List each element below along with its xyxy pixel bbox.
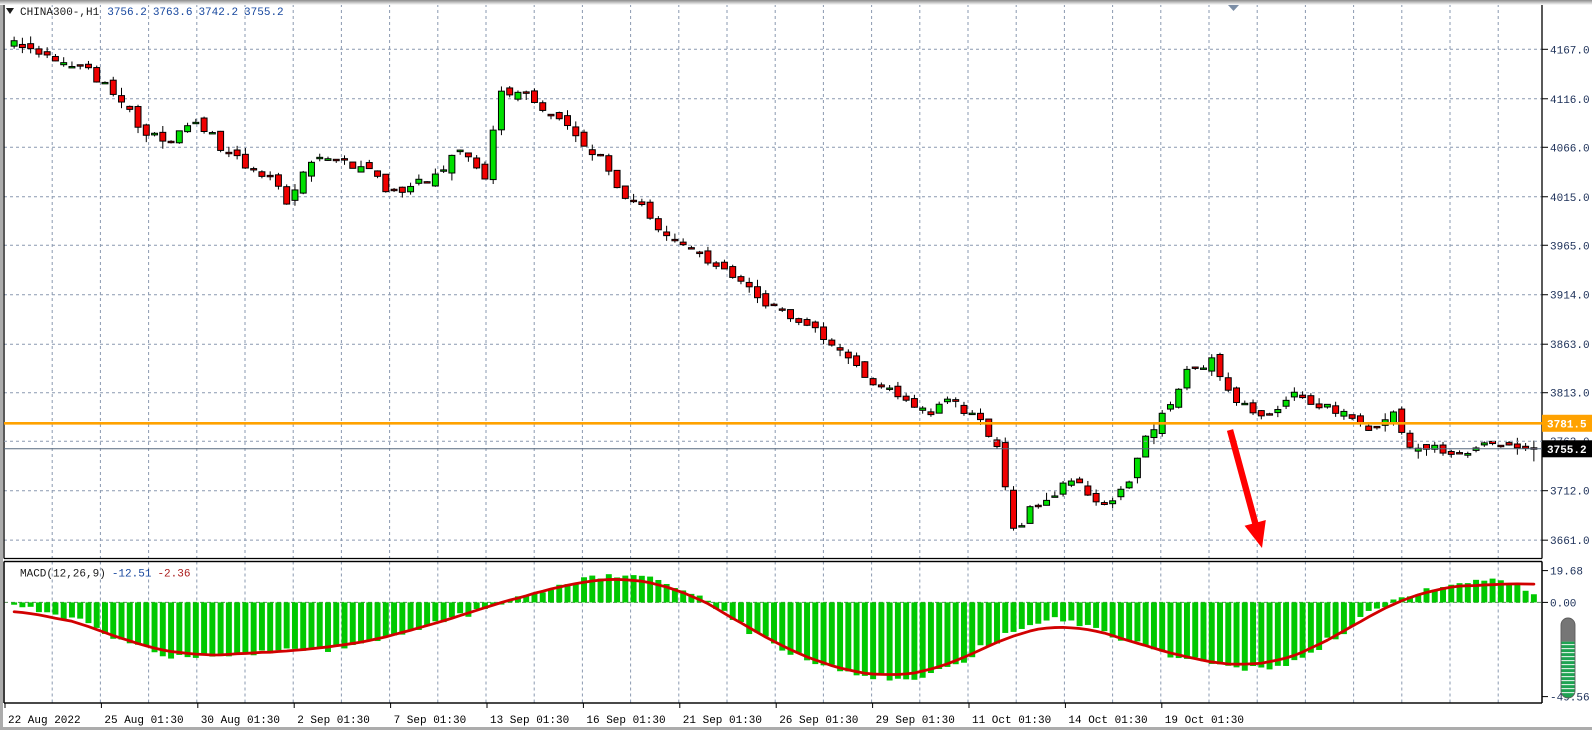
svg-text:25 Aug 01:30: 25 Aug 01:30 <box>104 715 183 727</box>
svg-text:3863.0: 3863.0 <box>1550 340 1590 352</box>
svg-text:3781.5: 3781.5 <box>1547 419 1587 431</box>
svg-text:13 Sep 01:30: 13 Sep 01:30 <box>490 715 569 727</box>
svg-text:22 Aug 2022: 22 Aug 2022 <box>8 715 81 727</box>
svg-text:MACD(12,26,9)-12.51-2.36: MACD(12,26,9) -12.51 -2.36 <box>20 569 190 581</box>
svg-text:4066.0: 4066.0 <box>1550 143 1590 155</box>
svg-text:7 Sep 01:30: 7 Sep 01:30 <box>394 715 467 727</box>
svg-text:26 Sep 01:30: 26 Sep 01:30 <box>779 715 858 727</box>
svg-text:3661.0: 3661.0 <box>1550 536 1590 548</box>
svg-text:21 Sep 01:30: 21 Sep 01:30 <box>683 715 762 727</box>
svg-text:19 Oct 01:30: 19 Oct 01:30 <box>1165 715 1244 727</box>
svg-text:0.00: 0.00 <box>1550 598 1576 610</box>
svg-text:3914.0: 3914.0 <box>1550 291 1590 303</box>
svg-text:3813.0: 3813.0 <box>1550 389 1590 401</box>
svg-text:14 Oct 01:30: 14 Oct 01:30 <box>1068 715 1147 727</box>
svg-text:11 Oct 01:30: 11 Oct 01:30 <box>972 715 1051 727</box>
svg-text:4015.0: 4015.0 <box>1550 193 1590 205</box>
svg-text:2 Sep 01:30: 2 Sep 01:30 <box>297 715 370 727</box>
svg-text:3755.2: 3755.2 <box>1547 445 1587 457</box>
svg-text:3712.0: 3712.0 <box>1550 487 1590 499</box>
svg-text:3965.0: 3965.0 <box>1550 241 1590 253</box>
svg-text:16 Sep 01:30: 16 Sep 01:30 <box>586 715 665 727</box>
svg-text:29 Sep 01:30: 29 Sep 01:30 <box>876 715 955 727</box>
svg-text:4167.0: 4167.0 <box>1550 45 1590 57</box>
svg-text:19.68: 19.68 <box>1550 567 1583 579</box>
svg-text:30 Aug 01:30: 30 Aug 01:30 <box>201 715 280 727</box>
svg-text:4116.0: 4116.0 <box>1550 95 1590 107</box>
